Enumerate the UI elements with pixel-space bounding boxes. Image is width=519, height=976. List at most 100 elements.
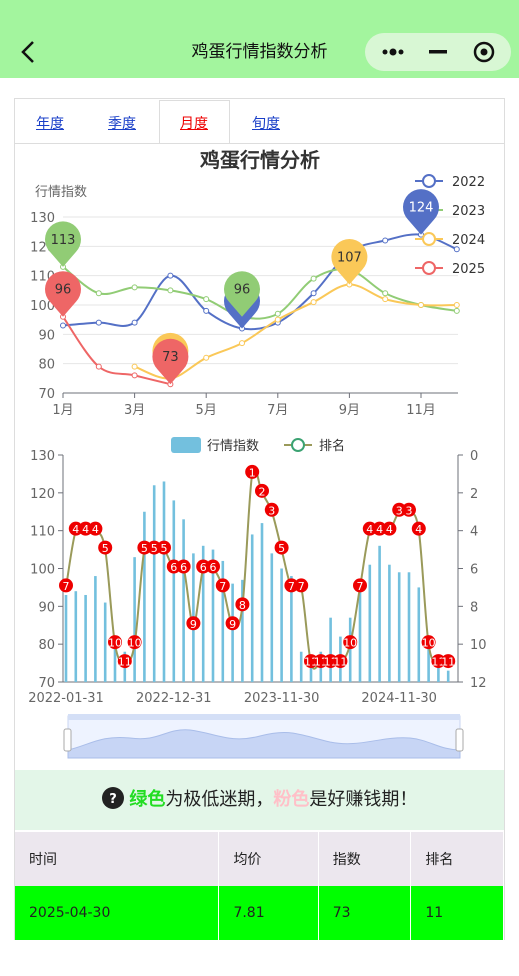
bar — [211, 549, 215, 682]
pin-label: 96 — [234, 283, 251, 298]
x-tick-label: 3月 — [124, 403, 145, 418]
bar — [290, 576, 293, 682]
y-tick-label: 100 — [30, 563, 55, 578]
rank-badge — [166, 559, 181, 574]
rank-badge — [176, 559, 191, 574]
notice-text: 为极低迷期， — [165, 789, 274, 810]
rank-badge — [362, 521, 377, 536]
rank-label: 10 — [422, 637, 436, 650]
bar — [162, 481, 166, 682]
rank-label: 5 — [102, 542, 109, 555]
bar — [143, 511, 146, 682]
rank-badge — [294, 578, 309, 593]
rank-badge — [264, 502, 279, 517]
point — [239, 340, 245, 347]
point — [382, 290, 389, 297]
point — [453, 246, 460, 253]
rank-badge — [59, 578, 73, 593]
series-line — [62, 233, 458, 331]
rank-label: 2 — [259, 485, 266, 498]
chart-title: 鸡蛋行情分析 — [199, 148, 320, 172]
pin-label: 96 — [55, 283, 72, 298]
legend-label: 2024 — [452, 233, 485, 248]
y-tick-label: 130 — [30, 449, 55, 464]
rank-badge — [225, 616, 240, 631]
y-tick-label: 80 — [38, 638, 55, 653]
bar — [113, 644, 117, 682]
rank-badge — [108, 635, 122, 650]
rank-badge — [255, 483, 269, 498]
pin — [331, 239, 368, 285]
rank-badge — [421, 635, 436, 650]
pin-label: 113 — [51, 233, 76, 248]
y2-tick-label: 2 — [470, 487, 478, 502]
minimize[interactable] — [429, 50, 447, 54]
header: 鸡蛋行情指数分析 — [0, 0, 519, 78]
rank-label: 4 — [376, 523, 383, 536]
rank-badge — [196, 559, 211, 574]
point — [167, 287, 174, 294]
bar — [309, 655, 313, 682]
rank-badge — [274, 540, 289, 555]
rank-label: 5 — [141, 542, 148, 555]
rank-badge — [127, 635, 142, 650]
bar — [397, 572, 401, 682]
bar — [152, 485, 156, 682]
close[interactable] — [473, 41, 495, 63]
rank-badge — [343, 635, 358, 650]
y2-tick-label: 6 — [470, 563, 478, 578]
rank-badge — [411, 521, 426, 536]
bar — [103, 602, 107, 682]
tab[interactable]: 月度 — [180, 116, 208, 132]
rank-label: 3 — [268, 504, 275, 517]
bar — [358, 587, 362, 682]
x-tick-label: 2022-01-31 — [28, 691, 104, 706]
y2-tick-label: 4 — [470, 525, 478, 540]
legend-marker — [422, 261, 436, 275]
rank-label: 4 — [415, 523, 422, 536]
point — [131, 363, 138, 370]
bar — [133, 557, 136, 682]
bar — [241, 579, 244, 682]
bar — [388, 564, 391, 682]
x-tick-label: 7月 — [267, 403, 288, 418]
y-tick-label: 90 — [38, 328, 55, 343]
back[interactable] — [21, 41, 34, 63]
x-tick-label: 11月 — [406, 403, 436, 418]
tab[interactable]: 季度 — [108, 116, 136, 132]
point — [274, 310, 281, 317]
y-tick-label: 100 — [30, 299, 55, 314]
rank-badge — [382, 521, 397, 536]
pin — [152, 338, 189, 385]
y-axis-title: 行情指数 — [35, 185, 87, 200]
rank-label: 10 — [343, 637, 357, 650]
rank-label: 5 — [161, 542, 168, 555]
tab[interactable]: 年度 — [36, 116, 64, 132]
y-tick-label: 130 — [30, 211, 55, 226]
rank-badge — [137, 540, 152, 555]
rank-badge — [235, 597, 250, 612]
column-header: 时间 — [15, 832, 220, 886]
bar — [329, 617, 332, 682]
bar — [74, 591, 78, 682]
rank-badge — [392, 502, 407, 517]
rank-badge — [431, 654, 446, 669]
point — [453, 302, 460, 308]
column-header: 均价 — [218, 832, 319, 886]
column-header: 指数 — [318, 832, 412, 886]
rank-label: 6 — [210, 561, 217, 574]
rank-label: 8 — [239, 599, 246, 612]
point — [418, 302, 424, 308]
rank-label: 7 — [288, 580, 295, 593]
rank-label: 7 — [357, 580, 364, 593]
rank-label: 10 — [108, 637, 122, 650]
tab-line — [15, 143, 504, 144]
tab[interactable]: 旬度 — [252, 116, 280, 132]
rank-label: 4 — [82, 523, 89, 536]
point — [95, 290, 102, 297]
bar — [221, 560, 225, 682]
rank-badge — [215, 578, 230, 593]
point — [382, 296, 389, 303]
rank-badge — [372, 521, 387, 536]
bar — [172, 500, 176, 682]
